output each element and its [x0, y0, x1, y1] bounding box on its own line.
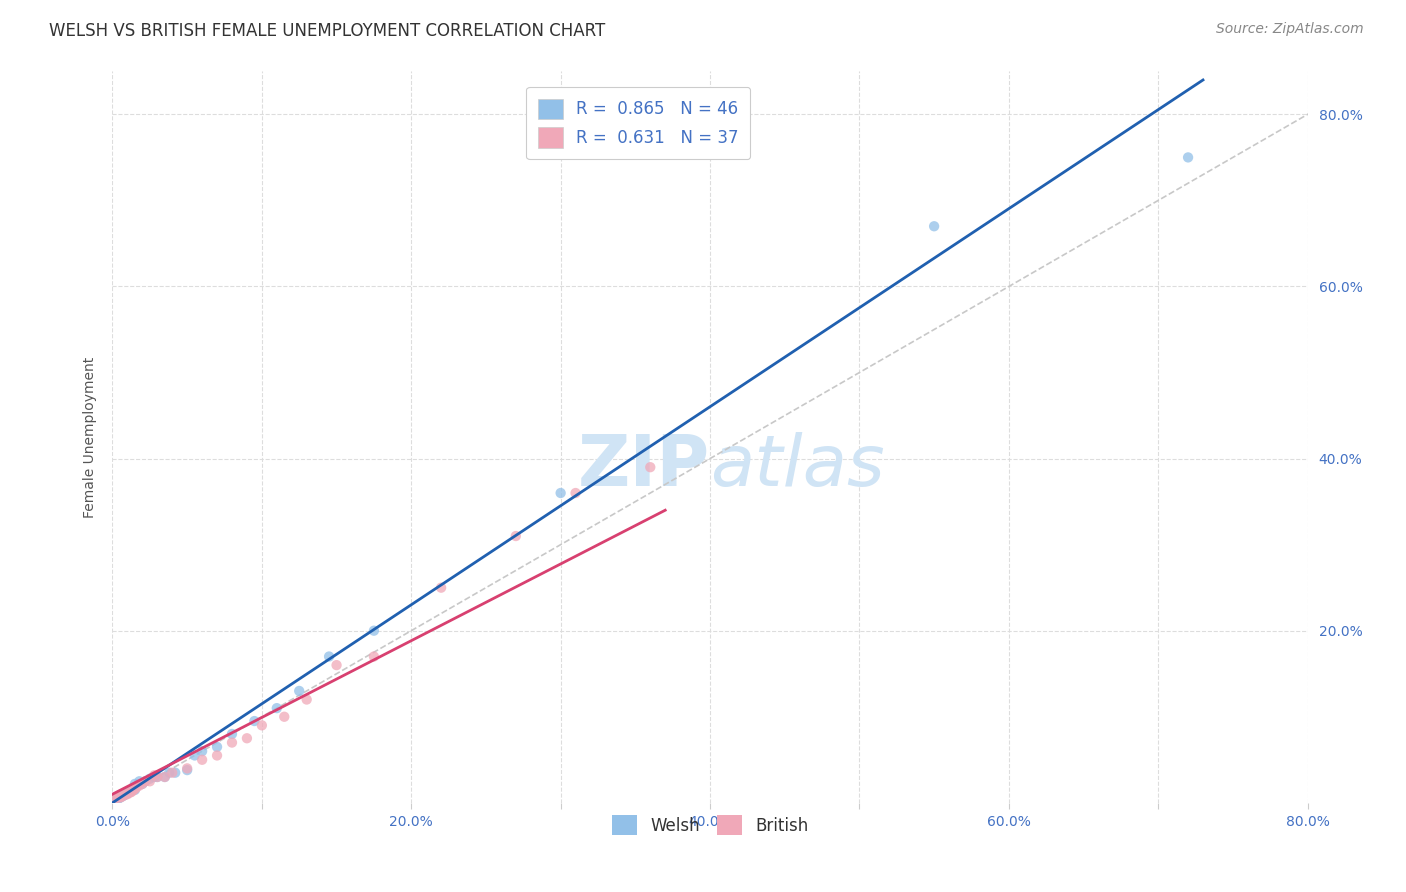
Point — [157, 765, 180, 780]
Point — [110, 789, 132, 804]
Point — [221, 727, 243, 741]
Point — [108, 790, 131, 805]
Point — [640, 460, 662, 475]
Point — [162, 765, 183, 780]
Point — [105, 790, 128, 805]
Point — [134, 774, 156, 789]
Point — [139, 774, 162, 789]
Point — [115, 785, 138, 799]
Point — [120, 783, 142, 797]
Point — [325, 658, 347, 673]
Point — [128, 779, 150, 793]
Text: atlas: atlas — [710, 432, 884, 500]
Point — [131, 777, 153, 791]
Point — [153, 770, 176, 784]
Point — [363, 649, 385, 664]
Point — [111, 787, 134, 801]
Point — [153, 770, 176, 784]
Point — [114, 788, 135, 802]
Point — [134, 774, 156, 789]
Point — [105, 789, 128, 804]
Point — [176, 761, 198, 775]
Point — [236, 731, 259, 746]
Point — [105, 790, 128, 805]
Point — [107, 791, 129, 805]
Point — [363, 624, 385, 638]
Point — [118, 785, 141, 799]
Point — [191, 744, 214, 758]
Point — [146, 770, 169, 784]
Point — [122, 782, 145, 797]
Point — [114, 786, 135, 800]
Point — [266, 701, 288, 715]
Point — [131, 777, 153, 791]
Point — [146, 770, 169, 784]
Point — [117, 786, 139, 800]
Point — [165, 765, 187, 780]
Point — [183, 748, 205, 763]
Point — [117, 784, 139, 798]
Point — [250, 718, 273, 732]
Point — [127, 779, 149, 793]
Text: WELSH VS BRITISH FEMALE UNEMPLOYMENT CORRELATION CHART: WELSH VS BRITISH FEMALE UNEMPLOYMENT COR… — [49, 22, 606, 40]
Point — [505, 529, 527, 543]
Point — [128, 774, 150, 789]
Point — [122, 783, 145, 797]
Point — [121, 783, 143, 797]
Point — [221, 735, 243, 749]
Point — [1177, 150, 1199, 164]
Point — [176, 763, 198, 777]
Point — [288, 684, 311, 698]
Point — [115, 787, 138, 801]
Legend: Welsh, British: Welsh, British — [605, 808, 815, 842]
Text: Source: ZipAtlas.com: Source: ZipAtlas.com — [1216, 22, 1364, 37]
Point — [205, 748, 228, 763]
Point — [114, 788, 135, 802]
Point — [115, 787, 138, 801]
Point — [430, 581, 453, 595]
Point — [111, 789, 134, 803]
Point — [104, 791, 127, 805]
Point — [117, 787, 139, 801]
Point — [318, 649, 340, 664]
Point — [108, 788, 131, 802]
Point — [243, 714, 266, 728]
Point — [107, 789, 129, 803]
Point — [550, 486, 572, 500]
Point — [273, 710, 295, 724]
Point — [124, 782, 146, 797]
Y-axis label: Female Unemployment: Female Unemployment — [83, 357, 97, 517]
Point — [121, 784, 143, 798]
Point — [922, 219, 945, 234]
Text: ZIP: ZIP — [578, 432, 710, 500]
Point — [110, 787, 132, 801]
Point — [143, 768, 166, 782]
Point — [108, 790, 131, 805]
Point — [139, 772, 162, 786]
Point — [104, 792, 127, 806]
Point — [143, 770, 166, 784]
Point — [107, 789, 129, 804]
Point — [110, 789, 132, 804]
Point — [118, 785, 141, 799]
Point — [191, 753, 214, 767]
Point — [111, 789, 134, 803]
Point — [124, 783, 146, 797]
Point — [295, 692, 318, 706]
Point — [125, 780, 148, 795]
Point — [120, 785, 142, 799]
Point — [564, 486, 586, 500]
Point — [124, 777, 146, 791]
Point — [205, 739, 228, 754]
